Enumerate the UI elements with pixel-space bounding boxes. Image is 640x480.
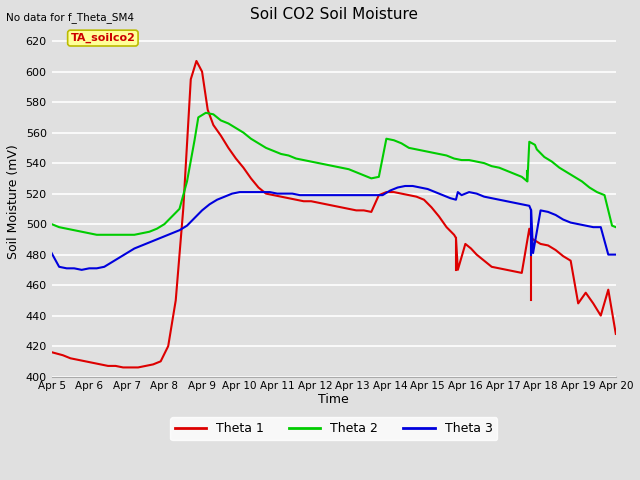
- Y-axis label: Soil Moisture (mV): Soil Moisture (mV): [7, 144, 20, 259]
- Text: No data for f_Theta_SM4: No data for f_Theta_SM4: [6, 12, 134, 23]
- X-axis label: Time: Time: [318, 393, 349, 406]
- Title: Soil CO2 Soil Moisture: Soil CO2 Soil Moisture: [250, 7, 418, 22]
- Text: TA_soilco2: TA_soilco2: [70, 33, 135, 43]
- Legend: Theta 1, Theta 2, Theta 3: Theta 1, Theta 2, Theta 3: [170, 418, 497, 441]
